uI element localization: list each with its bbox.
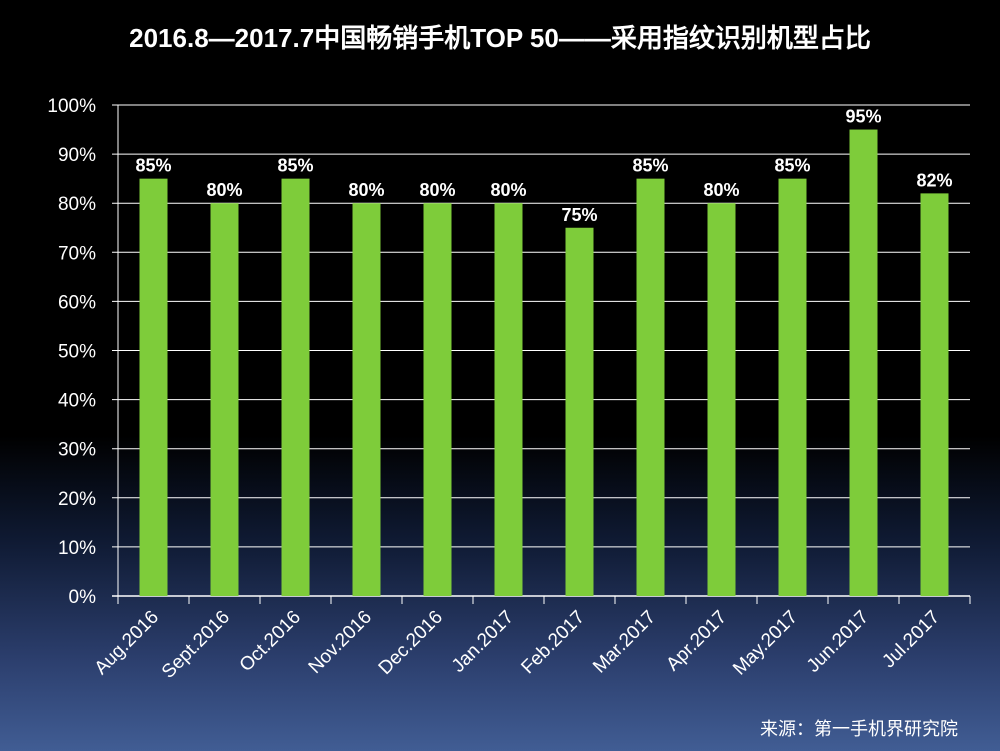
y-tick-label: 0% [69, 587, 97, 608]
bar [849, 129, 878, 597]
bar [494, 203, 523, 596]
x-tick-label: Nov.2016 [305, 607, 376, 678]
source-note: 来源：第一手机界研究院 [760, 719, 958, 739]
bar [778, 178, 807, 596]
y-tick-label: 60% [58, 292, 96, 313]
y-tick-label: 30% [58, 440, 96, 461]
data-label: 75% [561, 205, 597, 225]
x-tick-label: Aug.2016 [91, 607, 163, 679]
x-tick-label: Mar.2017 [589, 607, 660, 678]
bar [139, 178, 168, 596]
y-tick-label: 50% [58, 342, 96, 363]
bar [636, 178, 665, 596]
bar [210, 203, 239, 596]
data-label: 85% [774, 156, 810, 176]
x-tick-label: Feb.2017 [517, 607, 589, 679]
x-tick-label: Dec.2016 [375, 607, 447, 679]
x-tick-label: Jan.2017 [448, 607, 518, 677]
data-label: 85% [277, 156, 313, 176]
x-tick-label: May.2017 [729, 607, 802, 680]
data-label: 85% [135, 156, 171, 176]
data-label: 80% [703, 180, 739, 200]
x-tick-label: Oct.2016 [236, 607, 305, 676]
y-tick-label: 80% [58, 194, 96, 215]
y-tick-label: 100% [47, 96, 96, 117]
x-tick-label: Jul.2017 [878, 607, 944, 673]
bar [423, 203, 452, 596]
x-tick-label: Apr.2017 [662, 607, 731, 676]
chart-title: 2016.8—2017.7中国畅销手机TOP 50——采用指纹识别机型占比 [129, 23, 871, 53]
data-label: 80% [348, 180, 384, 200]
x-tick-label: Sept.2016 [158, 607, 234, 683]
bar [920, 193, 949, 596]
bar [352, 203, 381, 596]
bar [707, 203, 736, 596]
bar [565, 227, 594, 596]
y-tick-label: 90% [58, 145, 96, 166]
y-tick-label: 40% [58, 391, 96, 412]
data-label: 85% [632, 156, 668, 176]
bar [281, 178, 310, 596]
y-tick-label: 10% [58, 538, 96, 559]
data-label: 80% [419, 180, 455, 200]
x-tick-label: Jun.2017 [803, 607, 873, 677]
data-label: 95% [845, 107, 881, 127]
data-label: 80% [490, 180, 526, 200]
data-label: 80% [206, 180, 242, 200]
y-tick-label: 20% [58, 489, 96, 510]
data-label: 82% [916, 170, 952, 190]
y-tick-label: 70% [58, 243, 96, 264]
